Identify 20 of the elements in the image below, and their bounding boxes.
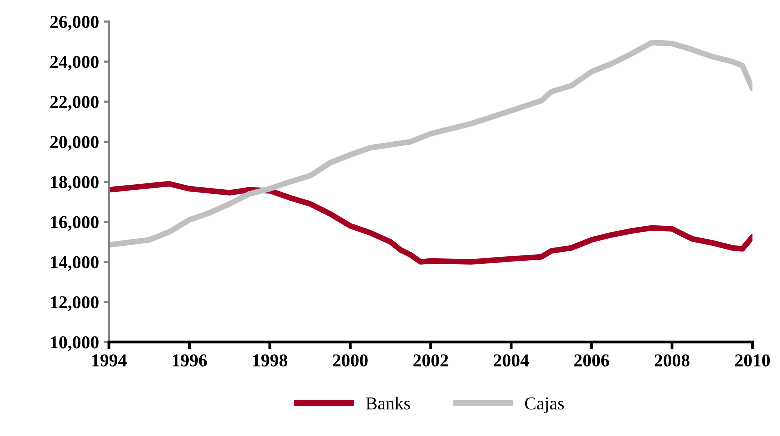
x-tick-label: 2002	[414, 354, 448, 367]
x-tick-label: 1994	[92, 354, 127, 367]
x-tick-label: 2000	[333, 354, 368, 367]
x-tick-label: 1996	[173, 354, 208, 367]
y-tick-label: 24,000	[50, 56, 99, 71]
x-tick-label: 2008	[654, 354, 690, 367]
legend-label: Cajas	[525, 398, 564, 414]
y-tick-label: 22,000	[50, 96, 99, 111]
y-tick-label: 14,000	[51, 256, 99, 272]
y-tick-label: 16,000	[51, 216, 99, 232]
legend-label: Banks	[366, 397, 410, 410]
y-tick-label: 12,000	[51, 296, 99, 312]
y-tick-label: 10,000	[51, 336, 99, 352]
y-tick-label: 26,000	[50, 16, 99, 31]
y-tick-label: 20,000	[50, 136, 99, 152]
x-tick-label: 2010	[735, 354, 770, 367]
y-tick-label: 18,000	[51, 176, 99, 192]
x-tick-label: 1998	[253, 354, 288, 367]
x-tick-label: 2006	[574, 354, 610, 367]
x-tick-label: 2004	[494, 354, 530, 367]
